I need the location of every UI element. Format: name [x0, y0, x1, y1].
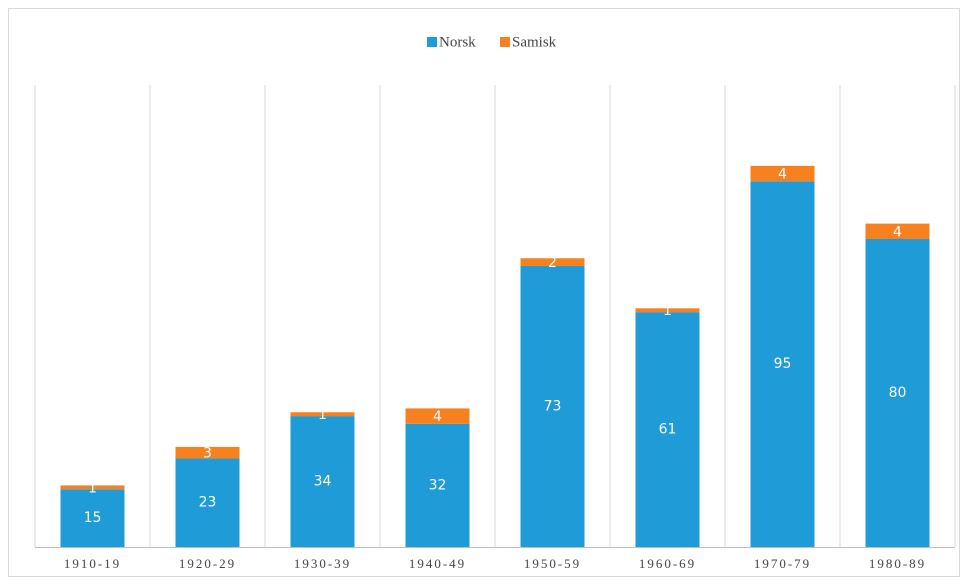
data-label: 4	[893, 224, 902, 240]
data-label: 1	[88, 480, 97, 496]
legend-swatch	[500, 37, 510, 47]
data-label: 23	[199, 495, 217, 511]
data-label: 4	[778, 167, 787, 183]
bar-segment	[635, 308, 700, 313]
chart-border	[8, 8, 960, 577]
bar-segment	[175, 458, 240, 547]
x-tick-label: 1920-29	[179, 556, 236, 571]
data-label: 80	[889, 385, 907, 401]
x-tick-label: 1950-59	[524, 556, 581, 571]
bar-segment	[750, 181, 815, 547]
x-tick-label: 1980-89	[869, 556, 926, 571]
data-label: 32	[429, 477, 447, 493]
bar-segment	[290, 416, 355, 547]
data-label: 34	[314, 474, 332, 490]
data-label: 2	[548, 255, 557, 271]
bar-segment	[60, 485, 125, 490]
data-label: 3	[203, 446, 212, 462]
bar-segment	[865, 239, 930, 547]
data-label: 15	[84, 510, 102, 526]
data-label: 1	[318, 407, 327, 423]
bar-segment	[290, 412, 355, 417]
bar-segment	[635, 312, 700, 547]
bar-segment	[520, 258, 585, 266]
data-label: 73	[544, 398, 562, 414]
bar-segment	[520, 265, 585, 547]
data-label: 1	[663, 303, 672, 319]
bar-segment	[60, 489, 125, 547]
data-label: 4	[433, 409, 442, 425]
legend-label: Norsk	[439, 34, 476, 50]
x-tick-label: 1960-69	[639, 556, 696, 571]
x-tick-label: 1930-39	[294, 556, 351, 571]
bar-segment	[750, 165, 815, 182]
x-tick-label: 1910-19	[64, 556, 121, 571]
data-label: 61	[659, 422, 677, 438]
legend-swatch	[427, 37, 437, 47]
bar-segment	[405, 423, 470, 547]
bar-segment	[405, 408, 470, 424]
data-label: 95	[774, 356, 792, 372]
x-tick-label: 1940-49	[409, 556, 466, 571]
bar-segment	[865, 223, 930, 239]
legend-label: Samisk	[512, 34, 557, 50]
x-tick-label: 1970-79	[754, 556, 811, 571]
bar-segment	[175, 446, 240, 459]
